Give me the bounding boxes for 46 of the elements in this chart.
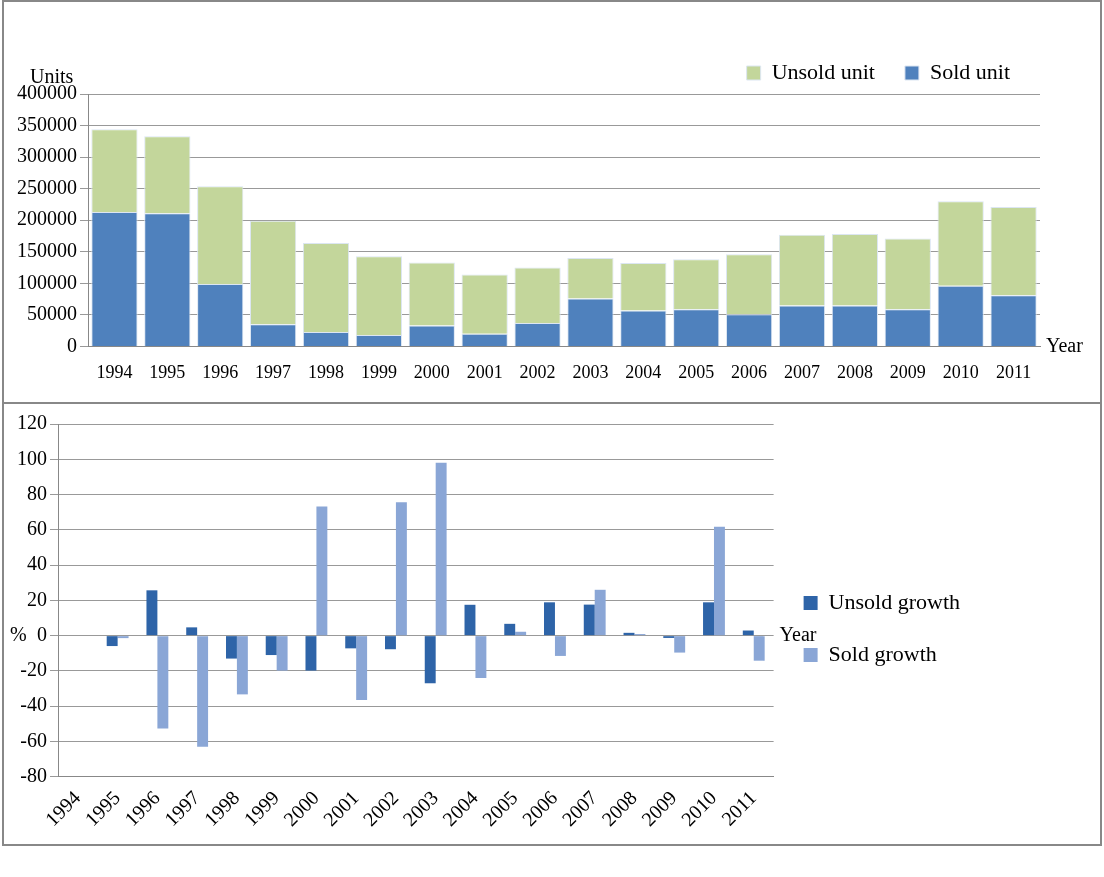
y-axis-title: % [10,622,27,645]
y-tick-label: 60 [27,517,47,540]
y-tick-label: 40 [27,552,47,575]
legend-label: Sold unit [929,58,1011,84]
x-tick-label: 1998 [308,361,344,382]
y-tick-label: -60 [20,728,47,751]
y-tick-label: 350000 [17,112,77,135]
x-tick-label: 2003 [572,361,609,382]
x-tick-label: 1994 [96,361,133,382]
x-tick-label: 1999 [239,786,284,831]
y-tick-label: 120 [17,411,47,434]
y-tick-label: 100 [17,446,47,469]
x-tick-label: 1997 [255,361,292,382]
y-tick-label: 0 [67,333,77,356]
y-tick-label: 50000 [27,302,77,325]
y-tick-label: 0 [37,622,47,645]
y-tick-label: -20 [20,658,47,681]
x-axis-title: Year [1046,333,1084,356]
x-tick-label: 2001 [466,361,503,382]
x-tick-label: 2009 [889,361,926,382]
y-tick-label: 300000 [17,144,77,167]
y-tick-label: -80 [20,764,47,786]
x-tick-label: 2006 [731,361,768,382]
y-tick-label: 100000 [17,270,77,293]
legend-label: Unsold unit [771,58,875,84]
x-tick-label: 2000 [413,361,450,382]
x-tick-label: 2011 [716,786,761,830]
x-tick-label: 1995 [149,361,186,382]
y-tick-label: -40 [20,693,47,716]
x-tick-label: 2005 [678,361,715,382]
x-tick-label: 2011 [995,361,1032,382]
x-axis-title: Year [779,622,817,645]
y-tick-label: 20 [27,587,47,610]
x-tick-label: 1996 [202,361,239,382]
legend-label: Sold growth [828,640,937,666]
x-tick-label: 2007 [784,361,820,382]
x-tick-label: 2004 [625,361,662,382]
y-tick-label: 150000 [17,239,77,261]
x-tick-label: 2010 [942,361,979,382]
x-tick-label: 2002 [519,361,556,382]
y-tick-label: 80 [27,481,47,504]
x-tick-label: 2008 [836,361,873,382]
y-tick-label: 250000 [17,175,77,198]
x-tick-label: 1999 [360,361,397,382]
y-tick-label: 200000 [17,207,77,230]
legend-label: Unsold growth [828,588,960,614]
